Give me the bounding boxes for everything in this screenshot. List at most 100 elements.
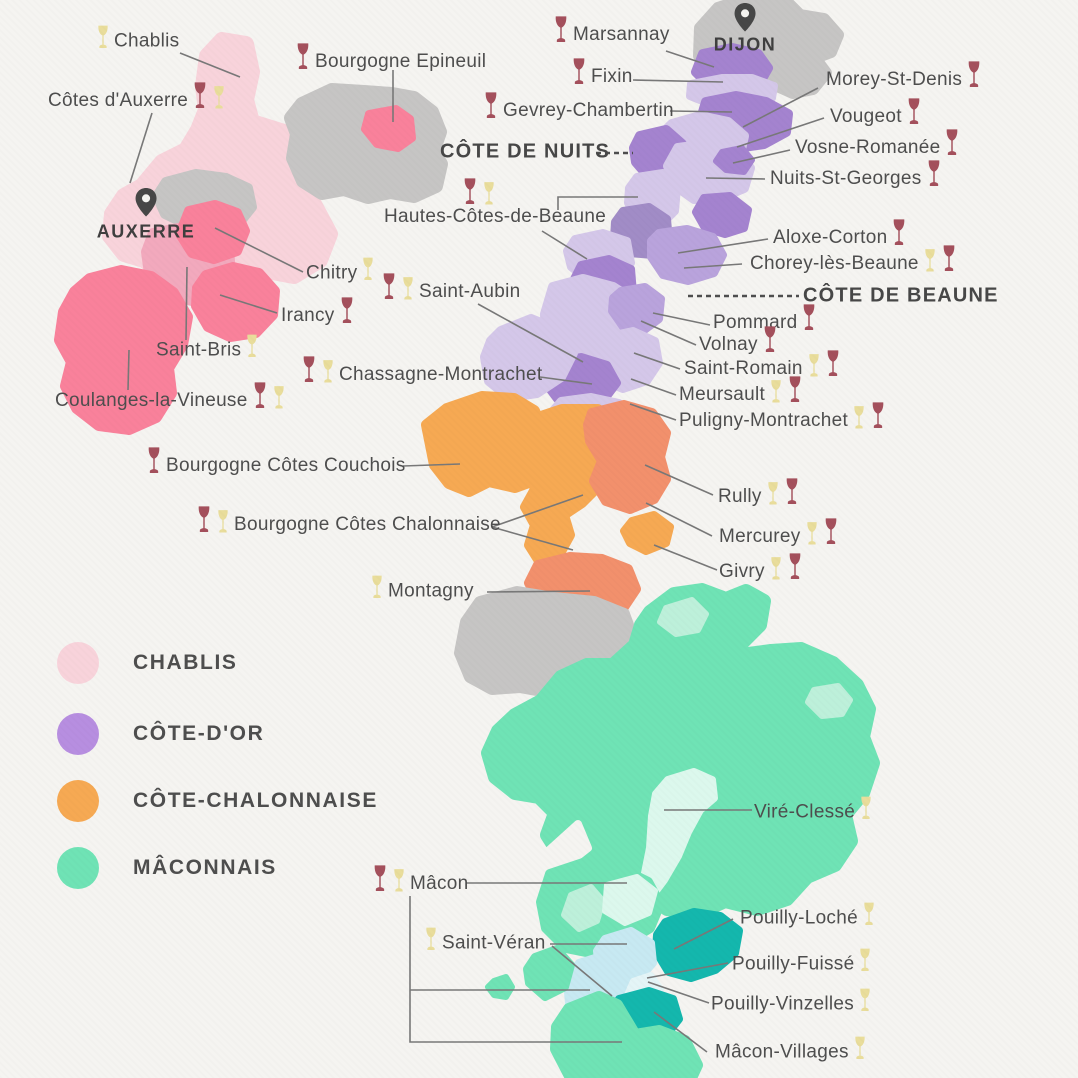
white-wine-glass-icon bbox=[858, 945, 872, 980]
region-title-cote-de-beaune: CÔTE DE BEAUNE bbox=[803, 285, 999, 308]
city-label-dijon: DIJON bbox=[713, 34, 777, 55]
map-label-marsannay: Marsannay bbox=[553, 16, 670, 51]
map-label-text: Mâcon-Villages bbox=[715, 1041, 849, 1062]
map-label-vougeot: Vougeot bbox=[830, 98, 922, 133]
white-wine-glass-icon bbox=[862, 899, 876, 934]
map-label-chassagne-montrachet: Chassagne-Montrachet bbox=[301, 356, 543, 391]
white-wine-glass-icon bbox=[923, 245, 937, 280]
map-label-saint-veran: Saint-Véran bbox=[424, 927, 546, 959]
map-label-text: Viré-Clessé bbox=[754, 801, 856, 822]
red-wine-glass-icon bbox=[762, 325, 778, 361]
red-wine-glass-icon bbox=[891, 218, 907, 254]
region-title-text: CÔTE DE BEAUNE bbox=[803, 284, 999, 307]
region-title-cote-de-nuits: CÔTE DE NUITS bbox=[440, 141, 610, 164]
red-wine-glass-icon bbox=[196, 505, 212, 541]
region-blob-volnay bbox=[608, 283, 665, 335]
map-label-hautes-cotes-de-beaune: Hautes-Côtes-de-Beaune bbox=[384, 206, 606, 228]
map-label-vosne-romanee: Vosne-Romanée bbox=[795, 129, 960, 164]
map-label-text: Bourgogne Côtes Couchois bbox=[166, 455, 406, 476]
legend-item-cote-d-or: CÔTE-D'OR bbox=[57, 713, 264, 755]
map-label-morey-st-denis: Morey-St-Denis bbox=[826, 61, 982, 96]
map-label-pouilly-vinzelles: Pouilly-Vinzelles bbox=[711, 988, 872, 1020]
red-wine-glass-icon bbox=[823, 517, 839, 553]
red-wine-glass-icon bbox=[926, 159, 942, 195]
map-label-text: Puligny-Montrachet bbox=[679, 410, 849, 431]
white-wine-glass-icon bbox=[370, 572, 384, 607]
region-blob-couchois bbox=[421, 391, 551, 497]
map-label-saint-bris: Saint-Bris bbox=[156, 334, 259, 366]
white-wine-glass-icon bbox=[766, 478, 780, 513]
white-wine-glass-icon bbox=[858, 985, 872, 1020]
red-wine-glass-icon bbox=[787, 375, 803, 411]
red-wine-glass-icon bbox=[553, 15, 569, 51]
map-label-text: Chorey-lès-Beaune bbox=[750, 253, 919, 274]
white-wine-glass-icon bbox=[769, 553, 783, 588]
map-label-text: Pouilly-Vinzelles bbox=[711, 993, 855, 1014]
map-label-text: Pouilly-Fuissé bbox=[732, 953, 855, 974]
red-wine-glass-icon bbox=[483, 91, 499, 127]
map-label-pommard: Pommard bbox=[713, 304, 817, 339]
red-wine-glass-icon bbox=[295, 42, 311, 78]
map-label-text: Marsannay bbox=[573, 24, 670, 45]
map-label-bourgogne-epineuil: Bourgogne Epineuil bbox=[295, 43, 486, 78]
region-blob-chorey bbox=[647, 225, 727, 285]
map-label-pouilly-loche: Pouilly-Loché bbox=[740, 902, 876, 934]
legend-item-maconnais: MÂCONNAIS bbox=[57, 847, 277, 889]
map-label-text: Pommard bbox=[713, 312, 798, 333]
map-label-pouilly-fuisse: Pouilly-Fuissé bbox=[732, 948, 872, 980]
map-label-text: Givry bbox=[719, 561, 765, 582]
map-label-bourgogne-cotes-couchois: Bourgogne Côtes Couchois bbox=[146, 447, 406, 482]
map-label-text: Mercurey bbox=[719, 526, 801, 547]
white-wine-glass-icon bbox=[859, 793, 873, 828]
map-label-bourgogne-cotes-chalonnaise: Bourgogne Côtes Chalonnaise bbox=[196, 506, 501, 541]
legend-label: CÔTE-D'OR bbox=[133, 722, 265, 745]
map-label-text: Mâcon bbox=[410, 873, 469, 894]
legend-swatch bbox=[57, 713, 99, 755]
map-label-text: Chassagne-Montrachet bbox=[339, 364, 543, 385]
region-blob-pouilly-loche bbox=[652, 908, 743, 982]
region-blob-nuits-lower-dark bbox=[692, 192, 752, 238]
region-blob-neck-light-a bbox=[561, 884, 606, 932]
red-wine-glass-icon bbox=[941, 244, 957, 280]
region-blob-givry bbox=[620, 511, 674, 555]
map-label-text: Gevrey-Chambertin bbox=[503, 100, 674, 121]
map-label-rully: Rully bbox=[718, 478, 800, 513]
legend-label: CÔTE-CHALONNAISE bbox=[133, 789, 378, 812]
region-blob-chitry bbox=[175, 200, 250, 264]
legend-item-cote-chalonnaise: CÔTE-CHALONNAISE bbox=[57, 780, 378, 822]
map-label-nuits-st-georges: Nuits-St-Georges bbox=[770, 160, 942, 195]
map-label-saint-aubin: Saint-Aubin bbox=[381, 273, 521, 308]
white-wine-glass-icon bbox=[769, 376, 783, 411]
legend-swatch bbox=[57, 642, 99, 684]
legend-label: CHABLIS bbox=[133, 651, 238, 674]
map-label-text: Aloxe-Corton bbox=[773, 227, 888, 248]
red-wine-glass-icon bbox=[571, 57, 587, 93]
map-label-chorey-les-beaune: Chorey-lès-Beaune bbox=[750, 245, 957, 280]
map-label-text: Saint-Véran bbox=[442, 932, 546, 953]
white-wine-glass-icon bbox=[321, 356, 335, 391]
map-label-text: Coulanges-la-Vineuse bbox=[55, 390, 248, 411]
white-wine-glass-icon bbox=[96, 22, 110, 57]
auxerre-pin-icon bbox=[135, 188, 157, 217]
region-blob-epineuil bbox=[361, 105, 416, 152]
map-label-chablis: Chablis bbox=[96, 25, 179, 57]
red-wine-glass-icon bbox=[944, 128, 960, 164]
map-label-chitry: Chitry bbox=[306, 257, 375, 289]
white-wine-glass-icon bbox=[212, 82, 226, 117]
region-blob-vougeot-knot bbox=[713, 145, 755, 175]
white-wine-glass-icon bbox=[852, 402, 866, 437]
map-label-fixin: Fixin bbox=[571, 58, 633, 93]
region-blob-macon-light-top bbox=[657, 597, 709, 637]
red-wine-glass-icon bbox=[372, 864, 388, 900]
red-wine-glass-icon bbox=[301, 355, 317, 391]
red-wine-glass-icon bbox=[252, 381, 268, 417]
map-label-aloxe-corton: Aloxe-Corton bbox=[773, 219, 907, 254]
map-label-saint-romain: Saint-Romain bbox=[684, 350, 841, 385]
city-label-auxerre: AUXERRE bbox=[96, 221, 196, 242]
region-blob-rully-mercurey bbox=[583, 400, 671, 514]
map-label-givry: Givry bbox=[719, 553, 803, 588]
region-blob-gray-tonnerre bbox=[284, 83, 448, 204]
map-label-text: Vosne-Romanée bbox=[795, 137, 941, 158]
